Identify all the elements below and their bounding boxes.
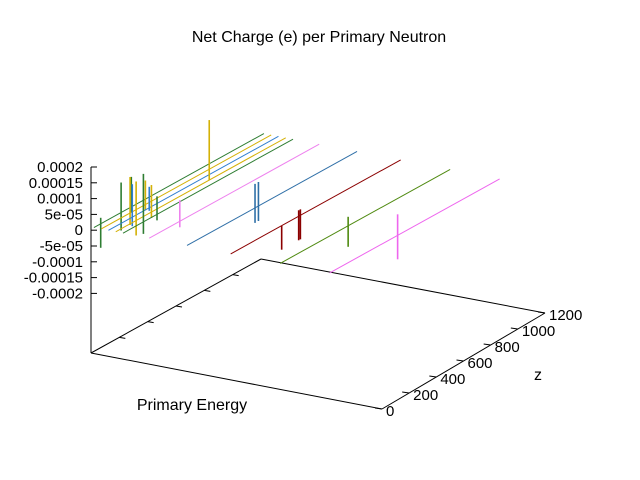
value-tick-label: 0.00015	[29, 175, 83, 192]
z-axis-label: z	[534, 367, 542, 384]
value-tick-label: 5e-05	[45, 206, 83, 223]
series-line	[93, 133, 265, 248]
z-tick-mark	[510, 327, 518, 330]
back-base-line	[260, 258, 546, 314]
series-line	[230, 159, 401, 255]
value-tick-label: 0.0001	[37, 191, 83, 208]
series-baseline	[329, 178, 500, 274]
series-baseline	[279, 168, 451, 264]
z-tick-mark	[374, 407, 383, 410]
series-layer	[93, 120, 500, 274]
value-tick-label: -0.00015	[24, 270, 83, 287]
x-tick-mark	[232, 274, 239, 277]
z-tick-label: 400	[440, 371, 465, 388]
z-tick-mark	[429, 375, 437, 378]
z-tick-label: 0	[386, 403, 394, 420]
x-tick-mark	[147, 321, 154, 324]
series-line	[148, 143, 320, 239]
series-line	[115, 120, 286, 236]
value-tick-label: -0.0002	[32, 285, 83, 302]
x-tick-mark	[175, 305, 183, 308]
series-baseline	[230, 159, 401, 255]
series-baseline	[93, 133, 265, 228]
z-tick-mark	[456, 359, 464, 362]
z-tick-mark	[483, 343, 491, 346]
series-baseline	[186, 151, 358, 246]
z-tick-label: 800	[495, 339, 520, 356]
front-base-line	[90, 352, 383, 410]
series-baseline	[115, 137, 286, 233]
x-tick-mark	[204, 289, 211, 292]
series-line	[108, 135, 279, 231]
value-tick-label: 0.0002	[37, 159, 83, 176]
z-tick-label: 1000	[522, 323, 555, 340]
z-tick-label: 1200	[549, 307, 582, 324]
series-line	[186, 151, 358, 246]
series-baseline	[100, 134, 272, 230]
series-baseline	[108, 135, 279, 231]
series-baseline	[148, 143, 320, 239]
series-line	[100, 134, 272, 230]
series-line	[122, 138, 294, 234]
value-tick-label: -0.0001	[32, 254, 83, 271]
series-line	[279, 168, 451, 264]
z-tick-label: 200	[413, 387, 438, 404]
tick-layer: 0.00020.000150.00015e-050-5e-05-0.0001-0…	[24, 159, 583, 420]
box-frame	[90, 167, 546, 410]
series-line	[329, 178, 500, 274]
chart-title: Net Charge (e) per Primary Neutron	[192, 29, 446, 46]
x-axis-label: Primary Energy	[137, 397, 247, 414]
series-baseline	[122, 138, 294, 234]
x-tick-mark	[119, 336, 126, 339]
value-tick-label: 0	[75, 222, 83, 239]
z-tick-mark	[537, 311, 546, 314]
z-tick-mark	[402, 391, 410, 394]
value-tick-label: -5e-05	[40, 238, 83, 255]
z-tick-label: 600	[468, 355, 493, 372]
